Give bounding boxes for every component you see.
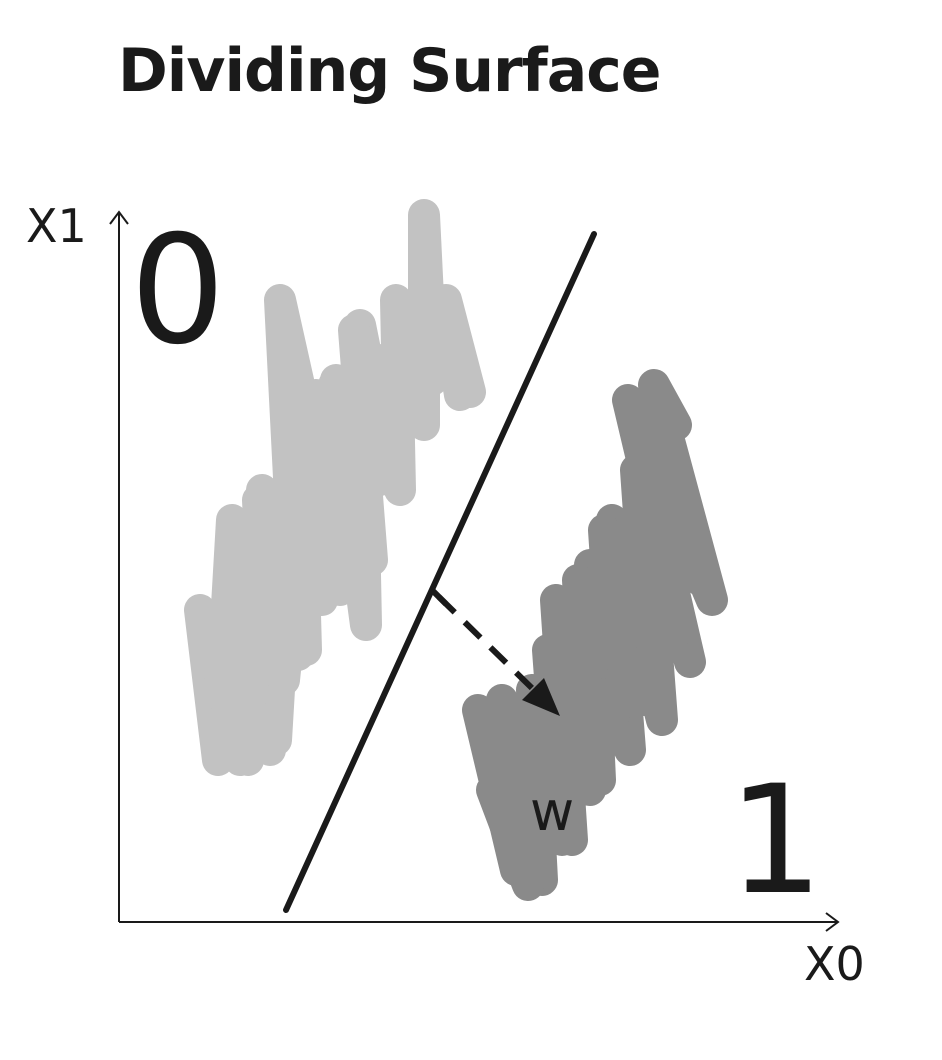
- class-1-scribble-c: [524, 644, 660, 776]
- normal-vector-arrowhead: [522, 678, 560, 716]
- class-1-label: 1: [728, 754, 823, 928]
- normal-vector-shaft: [436, 594, 541, 697]
- y-axis-arrowhead: [109, 210, 129, 225]
- diagram-title: Dividing Surface: [118, 36, 661, 106]
- axes: X1 X0: [26, 199, 865, 991]
- dividing-line: [283, 231, 597, 913]
- class-1-cluster: [462, 369, 728, 901]
- normal-vector-label: w: [530, 780, 574, 843]
- class-0-label: 0: [130, 204, 225, 378]
- x-axis-label: X0: [804, 937, 865, 991]
- class-1-scribble-b: [476, 404, 716, 901]
- class-0-cluster: [184, 199, 486, 776]
- x-axis-arrowhead: [825, 912, 840, 932]
- class-0-scribble-c: [220, 454, 378, 716]
- y-axis-label: X1: [26, 199, 87, 253]
- normal-vector-w: w: [429, 587, 574, 843]
